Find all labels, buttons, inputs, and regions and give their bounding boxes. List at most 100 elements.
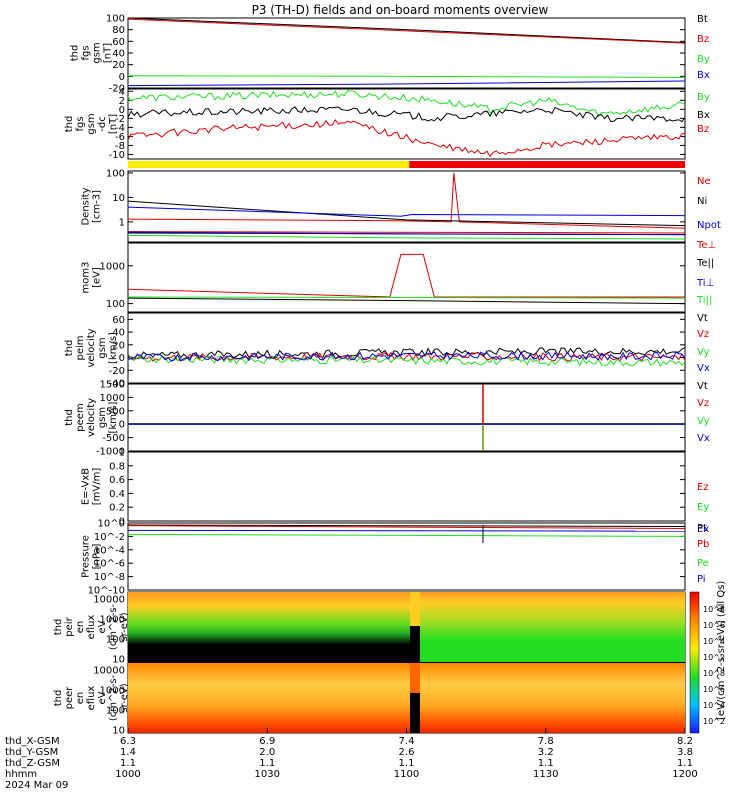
mode-bar-segment (409, 161, 685, 168)
y-tick-label: 10 (112, 655, 125, 666)
legend-Ex: Ex (697, 524, 709, 535)
legend-Vy: Vy (697, 347, 710, 358)
legend-Vy: Vy (697, 416, 710, 427)
series-line-Pe (127, 533, 686, 537)
y-axis-label-line: fgs (81, 45, 92, 60)
y-axis-label-line: Density (81, 187, 92, 225)
y-tick-label: 10^0 (98, 519, 125, 530)
series-line-Npot (127, 206, 686, 217)
y-axis-label-line: [nPa] (92, 543, 103, 569)
colorbar-tick: 10^2 (703, 717, 725, 726)
y-tick-label: 1000 (100, 615, 125, 626)
y-axis-label-line: [km/s] (108, 401, 119, 433)
legend-Ni: Ni (697, 196, 707, 207)
series-line-Vy (127, 355, 686, 368)
legend-Bt: Bt (697, 14, 708, 25)
colorbar-tick: 10^8 (703, 669, 725, 678)
y-tick-label: 40 (112, 49, 125, 60)
y-axis-label-line: [km/s] (108, 332, 119, 364)
colorbar-tick: 10^6 (703, 685, 725, 694)
y-tick-label: 10^-6 (94, 559, 125, 570)
y-tick-label: 0 (119, 517, 125, 528)
y-tick-label: 100 (106, 299, 125, 310)
panel-temp: mom3 [eV]100 1000 (81, 242, 686, 313)
y-tick-label: 10^-10 (88, 586, 125, 597)
legend-Pb: Pb (697, 539, 709, 550)
y-tick-label: 1000 (100, 393, 125, 404)
series-line-Pb (127, 525, 686, 530)
ion-spectrogram (128, 592, 685, 662)
y-tick-label: -500 (102, 433, 125, 444)
series-line-Ti|| (127, 234, 686, 240)
x-tick-label: 3.2 (538, 747, 554, 758)
series-line-Pt (127, 524, 686, 528)
y-axis-label-line: Pressure (81, 535, 92, 578)
electron-spectrogram (128, 663, 685, 733)
legend-Ne: Ne (697, 176, 711, 187)
colorbar-tick: 10^4 (703, 637, 725, 646)
x-tick-label: 8.2 (677, 736, 693, 747)
y-tick-label: -20 (109, 366, 125, 377)
legend-Vz: Vz (697, 329, 709, 340)
x-tick-label: 1100 (394, 769, 419, 780)
colorbar-tick: 10^2 (703, 653, 725, 662)
legend-Bx: Bx (697, 110, 710, 121)
y-tick-label: 10 (112, 193, 125, 204)
x-tick-label: 1.1 (399, 758, 415, 769)
legend-Te⊥: Te⊥ (696, 240, 716, 251)
y-axis-label-line: (cm^2-s- (108, 674, 119, 721)
y-axis-label-line: eV (97, 620, 108, 633)
x-tick-label: 6.3 (120, 736, 136, 747)
row-label: 2024 Mar 09 (5, 780, 68, 791)
x-tick-label: 7.4 (399, 736, 415, 747)
panel-density: Density [cm-3] 1 10 100 Ne Ni Npot Te⊥ Te|| Ti⊥ Ti|… (81, 168, 721, 306)
y-axis-label: Density [cm-3] (81, 187, 103, 225)
legend-Bz: Bz (697, 34, 709, 45)
colorbar-tick: 10^6 (703, 621, 725, 630)
y-tick-label: -20 (109, 84, 125, 95)
y-axis-label-line: (cm^2-s- (108, 603, 119, 650)
x-tick-label: 1030 (255, 769, 280, 780)
y-axis-label: thd peim velocity gsm [km/s] (64, 328, 119, 367)
legend-Pi: Pi (697, 574, 706, 585)
x-tick-label: 1130 (533, 769, 558, 780)
y-axis-label-line: velocity (86, 398, 97, 437)
y-tick-label: 1 (119, 217, 125, 228)
y-axis-label-line: thd (64, 409, 75, 426)
y-axis-label: E=-VxB [mV/m] (81, 468, 103, 506)
y-tick-label: 0.8 (109, 461, 125, 472)
x-tick-label: 1.1 (538, 758, 554, 769)
y-tick-label: 10^-4 (94, 545, 125, 556)
legend-By: By (697, 92, 710, 103)
y-tick-label: 0.6 (109, 475, 125, 486)
mode-bar-segment (128, 161, 410, 168)
series-line-Te⊥ (127, 231, 686, 234)
row-label: hhmm (5, 769, 37, 780)
y-axis-label-line: peer (64, 686, 75, 710)
series-line-Ti⊥ (127, 253, 685, 298)
y-axis-label-line: [mV/m] (92, 468, 103, 506)
y-tick-label: -1000 (96, 447, 125, 458)
y-axis-label-line: en (75, 621, 86, 634)
panel-efield: E=-VxB [mV/m] 0 0.2 0.4 0.6 0.8 1 Ez Ey Ex (81, 448, 710, 536)
y-axis-label-line: [nT] (103, 43, 114, 63)
y-tick-label: 10000 (93, 666, 125, 677)
x-tick-label: 2.0 (259, 747, 275, 758)
y-axis-label-line: peem (75, 403, 86, 431)
y-axis-label: thd fgs gsm -dc [nT] (64, 113, 119, 134)
series-line-Bx (127, 106, 686, 123)
series-line-By (127, 75, 686, 78)
y-axis-label-line: peim (75, 335, 86, 360)
y-axis-label-line: E=-VxB (81, 468, 92, 505)
panel-frame (127, 312, 686, 384)
y-tick-label: 0.2 (109, 503, 125, 514)
y-tick-label: 2 (119, 96, 125, 107)
y-axis-label-line: gsm (97, 337, 108, 358)
y-axis-label-line: thd (64, 116, 75, 133)
x-tick-label: 3.8 (677, 747, 693, 758)
panel-frame (127, 522, 686, 591)
y-tick-label: 1 (119, 448, 125, 459)
series-line-By (127, 89, 686, 118)
